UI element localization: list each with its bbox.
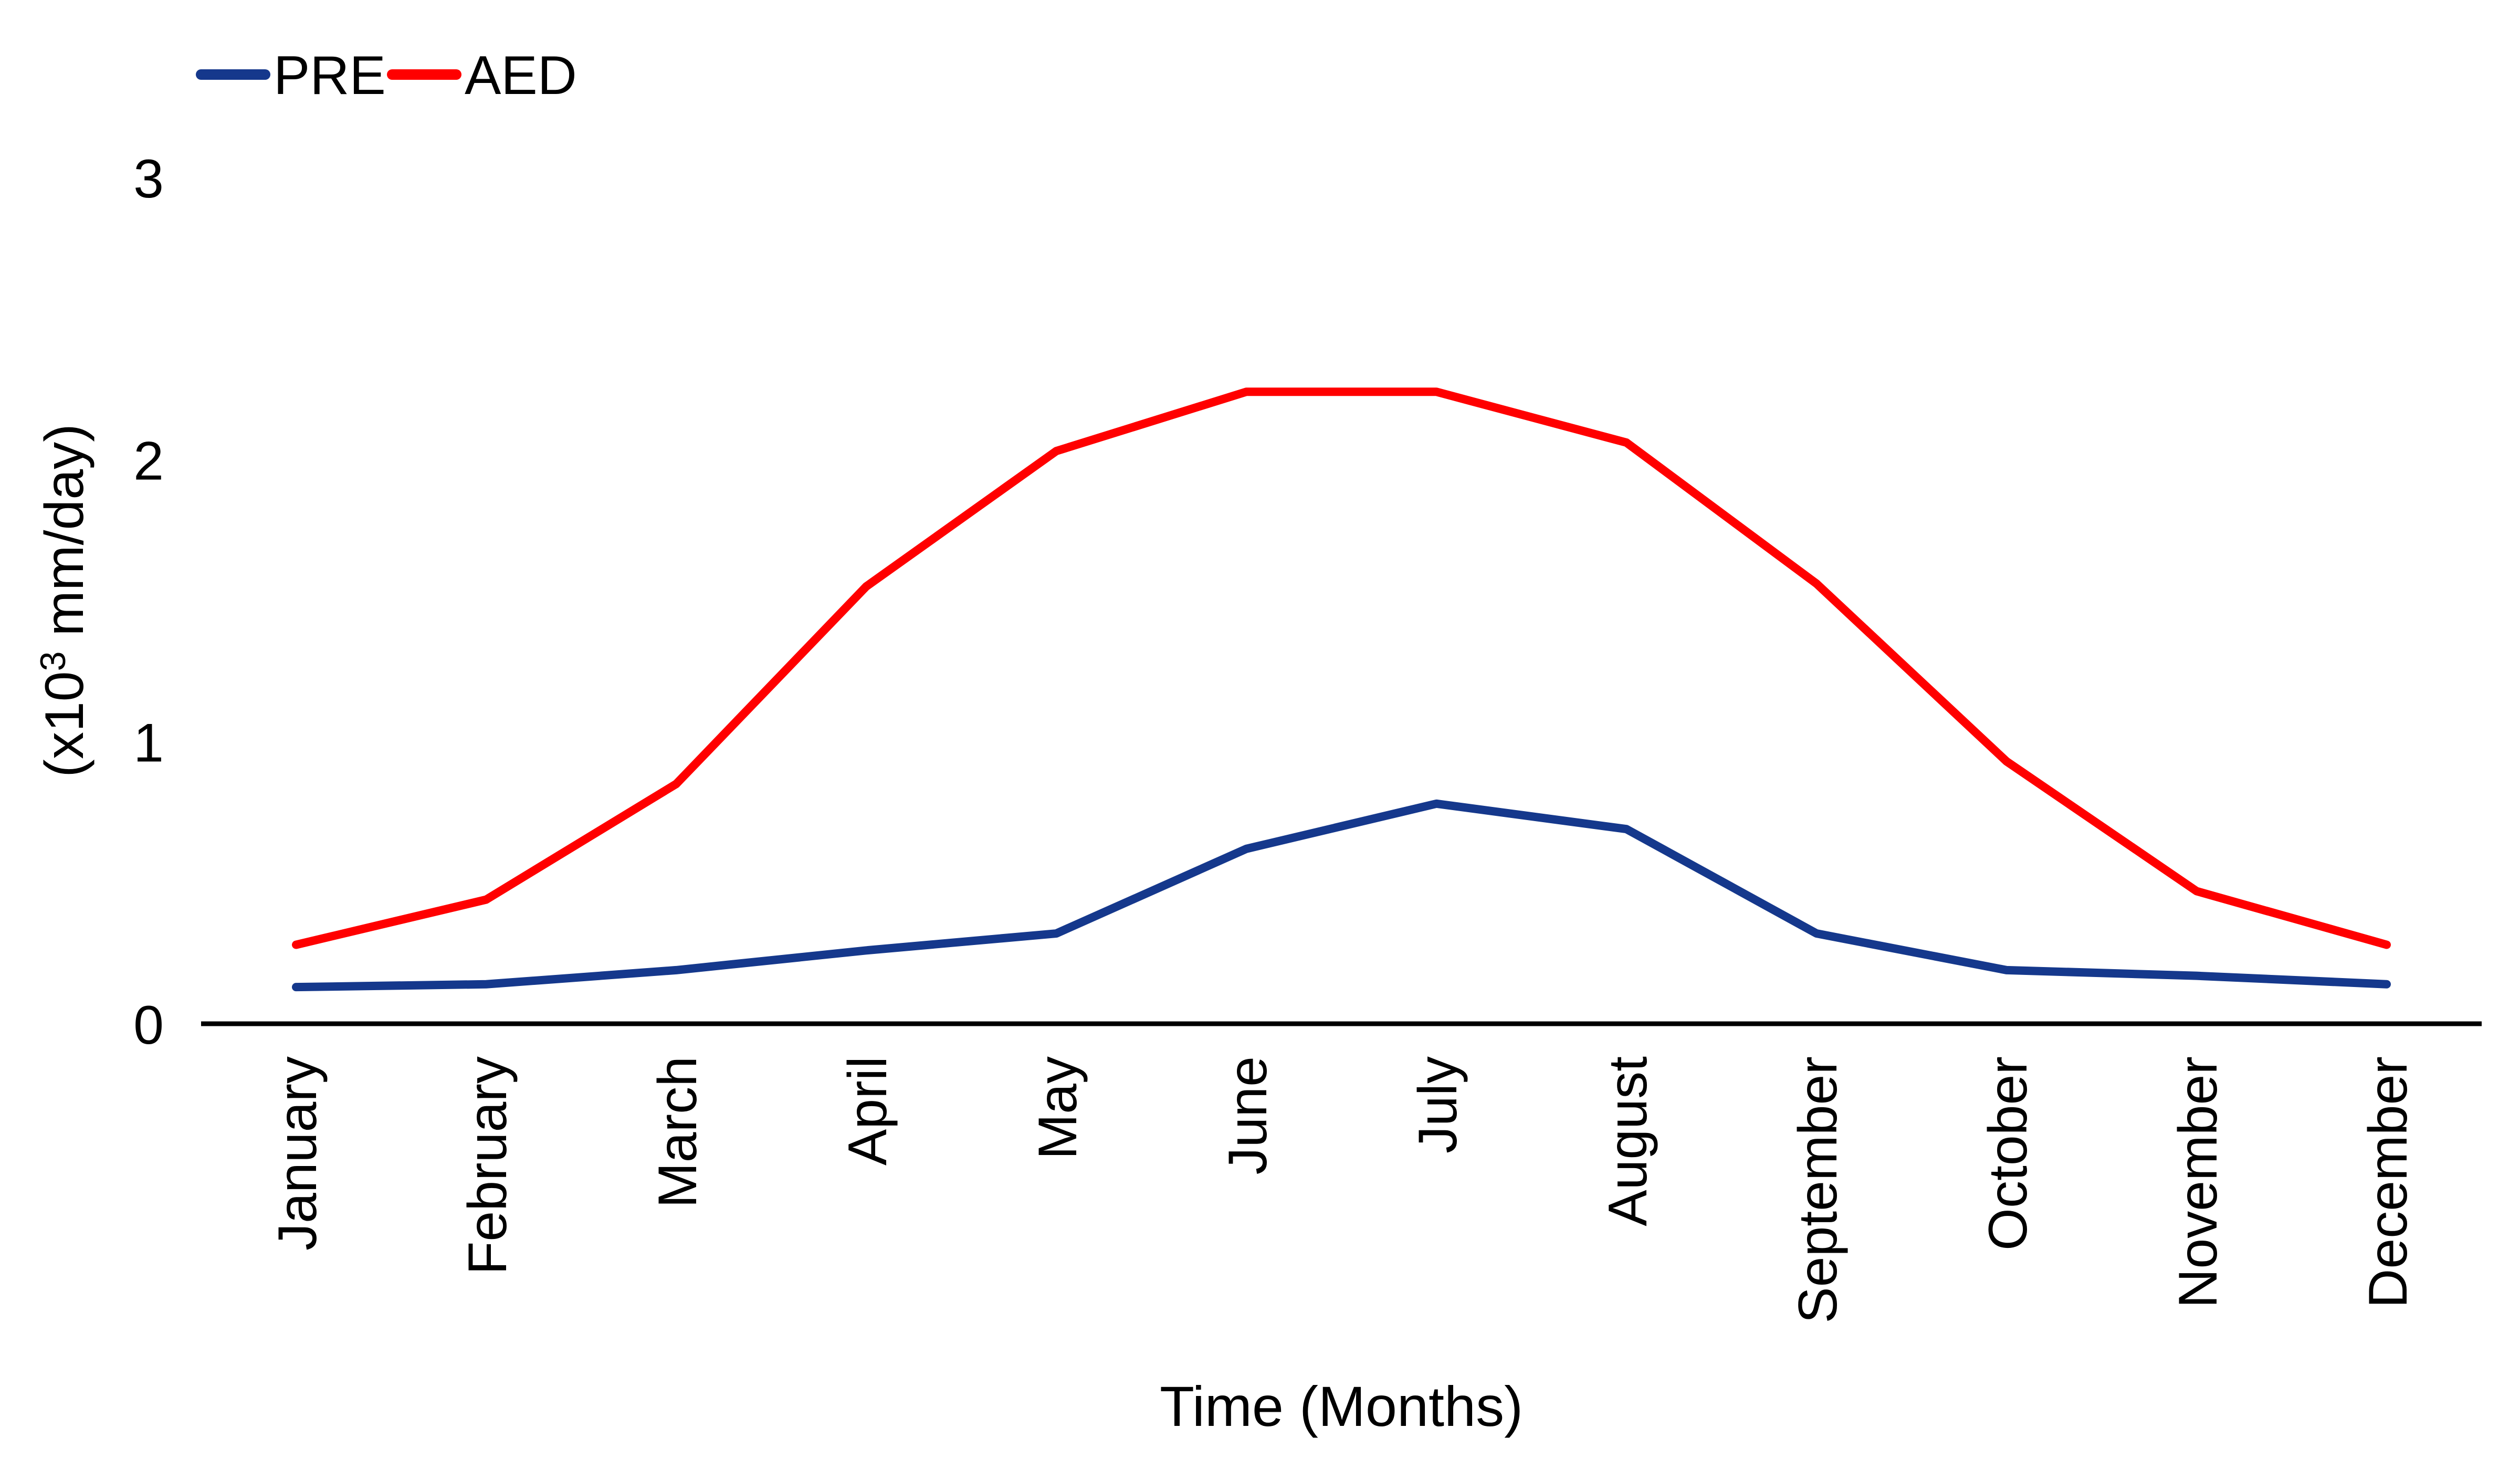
month-label-october: October [1978, 1056, 2039, 1251]
month-label-april: April [837, 1056, 898, 1166]
month-label-december: December [2358, 1056, 2419, 1308]
y-axis-title-superscript: 3 [33, 652, 73, 671]
month-label-march: March [647, 1056, 708, 1208]
month-label-november: November [2168, 1056, 2229, 1308]
y-axis-title: (x103 mm/day) [33, 424, 95, 778]
month-label-january: January [267, 1056, 328, 1251]
month-label-may: May [1027, 1056, 1088, 1159]
y-axis-title-suffix: mm/day) [34, 424, 95, 651]
month-label-august: August [1598, 1056, 1658, 1226]
y-tick-label-2: 2 [133, 430, 164, 491]
aed-line [292, 387, 2391, 949]
month-label-june: June [1217, 1056, 1278, 1175]
y-axis-title-prefix: (x10 [34, 671, 95, 777]
month-label-february: February [457, 1056, 518, 1275]
y-tick-label-0: 0 [133, 995, 164, 1056]
pre-line [292, 799, 2391, 992]
month-label-july: July [1408, 1056, 1468, 1153]
y-tick-label-3: 3 [133, 149, 164, 209]
x-axis-title: Time (Months) [1160, 1374, 1523, 1438]
legend-aed-label: AED [465, 45, 577, 106]
y-tick-label-1: 1 [133, 713, 164, 774]
month-label-september: September [1788, 1056, 1849, 1324]
legend-pre-label: PRE [274, 45, 386, 106]
